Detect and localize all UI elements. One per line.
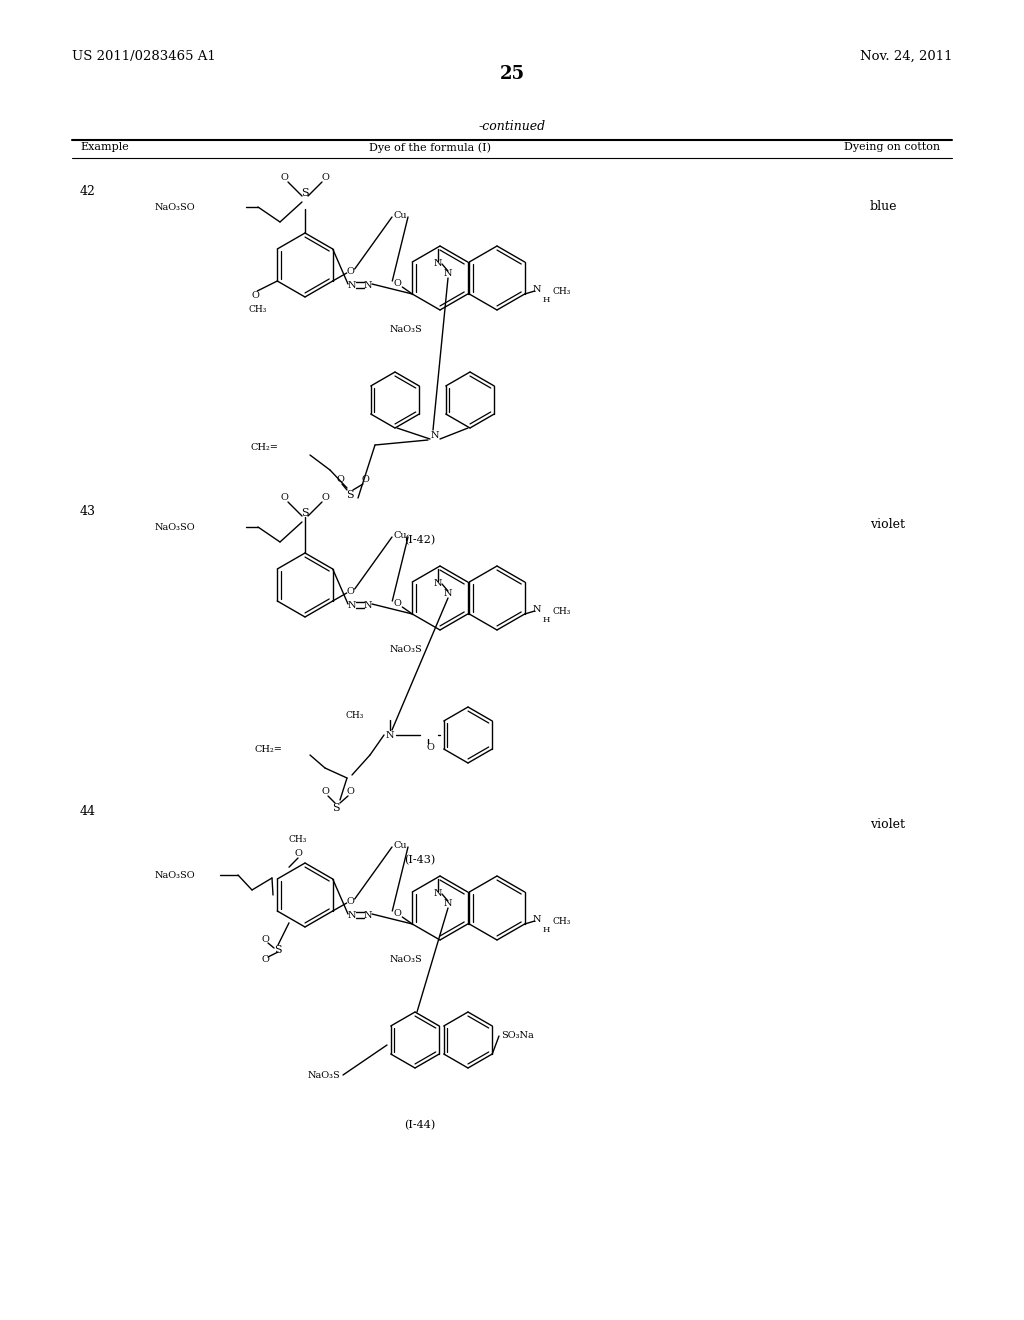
Text: blue: blue xyxy=(870,201,897,213)
Text: 42: 42 xyxy=(80,185,96,198)
Text: O: O xyxy=(347,586,354,595)
Text: Cu: Cu xyxy=(393,841,407,850)
Text: N: N xyxy=(348,281,356,289)
Text: NaO₃S: NaO₃S xyxy=(390,645,423,655)
Text: NaO₃SO: NaO₃SO xyxy=(155,523,196,532)
Text: NaO₃S: NaO₃S xyxy=(390,956,423,965)
Text: H: H xyxy=(543,927,551,935)
Text: S: S xyxy=(301,508,309,517)
Text: O: O xyxy=(347,267,354,276)
Text: O: O xyxy=(393,280,401,289)
Text: N: N xyxy=(532,605,541,614)
Text: O: O xyxy=(361,475,369,484)
Text: N: N xyxy=(532,285,541,293)
Text: 44: 44 xyxy=(80,805,96,818)
Text: N: N xyxy=(348,911,356,920)
Text: N: N xyxy=(434,890,442,899)
Text: N: N xyxy=(364,281,373,289)
Text: CH₂=: CH₂= xyxy=(254,746,282,755)
Text: N: N xyxy=(434,260,442,268)
Text: N: N xyxy=(364,601,373,610)
Text: NaO₃S: NaO₃S xyxy=(390,326,423,334)
Text: O: O xyxy=(426,742,434,751)
Text: S: S xyxy=(301,187,309,198)
Text: O: O xyxy=(280,494,288,503)
Text: Cu: Cu xyxy=(393,531,407,540)
Text: CH₂=: CH₂= xyxy=(250,444,278,453)
Text: SO₃Na: SO₃Na xyxy=(501,1031,534,1040)
Text: O: O xyxy=(280,173,288,182)
Text: O: O xyxy=(261,936,269,945)
Text: CH₃: CH₃ xyxy=(553,607,571,616)
Text: N: N xyxy=(348,601,356,610)
Text: CH₃: CH₃ xyxy=(553,917,571,927)
Text: CH₃: CH₃ xyxy=(289,836,307,845)
Text: US 2011/0283465 A1: US 2011/0283465 A1 xyxy=(72,50,216,63)
Text: O: O xyxy=(322,788,329,796)
Text: 43: 43 xyxy=(80,506,96,517)
Text: S: S xyxy=(274,945,282,954)
Text: 25: 25 xyxy=(500,65,524,83)
Text: O: O xyxy=(336,475,344,484)
Text: Dye of the formula (I): Dye of the formula (I) xyxy=(369,143,490,153)
Text: NaO₃SO: NaO₃SO xyxy=(155,870,196,879)
Text: O: O xyxy=(393,909,401,919)
Text: (I-44): (I-44) xyxy=(404,1119,435,1130)
Text: (I-42): (I-42) xyxy=(404,535,435,545)
Text: O: O xyxy=(322,494,329,503)
Text: Dyeing on cotton: Dyeing on cotton xyxy=(844,143,940,152)
Text: Example: Example xyxy=(80,143,129,152)
Text: O: O xyxy=(294,849,302,858)
Text: N: N xyxy=(532,915,541,924)
Text: S: S xyxy=(332,803,340,813)
Text: NaO₃SO: NaO₃SO xyxy=(155,202,196,211)
Text: N: N xyxy=(431,430,439,440)
Text: O: O xyxy=(346,788,354,796)
Text: O: O xyxy=(393,599,401,609)
Text: O: O xyxy=(261,956,269,965)
Text: CH₃: CH₃ xyxy=(346,710,365,719)
Text: CH₃: CH₃ xyxy=(248,305,266,314)
Text: violet: violet xyxy=(870,517,905,531)
Text: N: N xyxy=(434,579,442,589)
Text: H: H xyxy=(543,296,551,304)
Text: violet: violet xyxy=(870,818,905,832)
Text: N: N xyxy=(386,730,394,739)
Text: O: O xyxy=(322,173,329,182)
Text: N: N xyxy=(364,911,373,920)
Text: CH₃: CH₃ xyxy=(553,288,571,297)
Text: N: N xyxy=(443,269,453,279)
Text: S: S xyxy=(346,490,354,500)
Text: N: N xyxy=(443,899,453,908)
Text: -continued: -continued xyxy=(478,120,546,133)
Text: NaO₃S: NaO₃S xyxy=(307,1071,340,1080)
Text: Cu: Cu xyxy=(393,210,407,219)
Text: (I-43): (I-43) xyxy=(404,855,435,866)
Text: H: H xyxy=(543,616,551,624)
Text: Nov. 24, 2011: Nov. 24, 2011 xyxy=(859,50,952,63)
Text: O: O xyxy=(251,290,259,300)
Text: N: N xyxy=(443,590,453,598)
Text: O: O xyxy=(347,896,354,906)
